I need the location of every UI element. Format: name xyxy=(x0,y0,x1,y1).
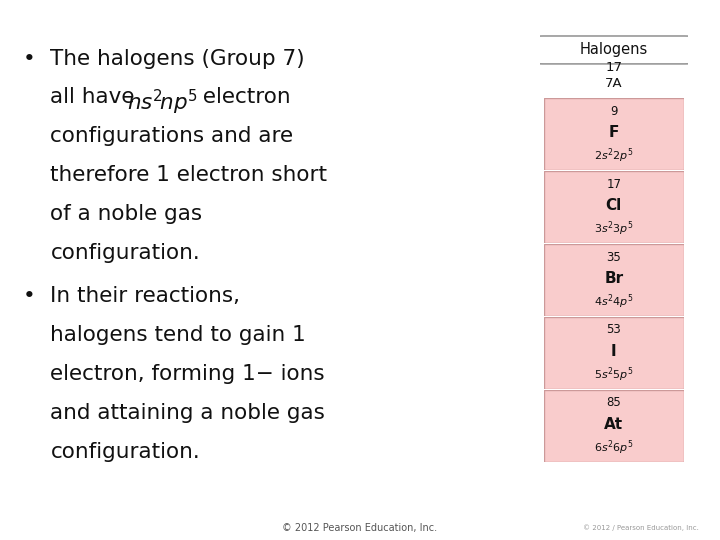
Text: configuration.: configuration. xyxy=(50,442,200,462)
Text: 9: 9 xyxy=(610,105,618,118)
Text: Br: Br xyxy=(604,271,624,286)
Text: and attaining a noble gas: and attaining a noble gas xyxy=(50,403,325,423)
Text: electron, forming 1− ions: electron, forming 1− ions xyxy=(50,364,325,384)
Text: halogens tend to gain 1: halogens tend to gain 1 xyxy=(50,325,306,345)
Text: 17: 17 xyxy=(606,178,621,191)
Text: F: F xyxy=(608,125,619,140)
Text: I: I xyxy=(611,344,616,359)
Text: configuration.: configuration. xyxy=(50,243,200,263)
FancyBboxPatch shape xyxy=(536,36,692,64)
Text: Halogens: Halogens xyxy=(580,43,648,57)
Text: 17: 17 xyxy=(606,61,622,74)
Text: © 2012 / Pearson Education, Inc.: © 2012 / Pearson Education, Inc. xyxy=(582,525,698,531)
Text: $4s^{2}4p^{5}$: $4s^{2}4p^{5}$ xyxy=(594,292,634,311)
Text: configurations and are: configurations and are xyxy=(50,126,294,146)
Text: $2s^{2}2p^{5}$: $2s^{2}2p^{5}$ xyxy=(594,146,634,165)
Text: 53: 53 xyxy=(606,323,621,336)
Text: electron: electron xyxy=(196,87,290,107)
Text: of a noble gas: of a noble gas xyxy=(50,204,202,224)
Text: $3s^{2}3p^{5}$: $3s^{2}3p^{5}$ xyxy=(594,219,634,238)
Text: therefore 1 electron short: therefore 1 electron short xyxy=(50,165,328,185)
Text: $6s^{2}6p^{5}$: $6s^{2}6p^{5}$ xyxy=(594,438,634,457)
Text: Cl: Cl xyxy=(606,198,622,213)
Text: At: At xyxy=(604,417,624,432)
Text: © 2012 Pearson Education, Inc.: © 2012 Pearson Education, Inc. xyxy=(282,523,438,533)
Text: $\mathit{ns}^2\!\mathit{np}^5$: $\mathit{ns}^2\!\mathit{np}^5$ xyxy=(127,87,198,117)
Text: 85: 85 xyxy=(606,396,621,409)
Text: $5s^{2}5p^{5}$: $5s^{2}5p^{5}$ xyxy=(594,365,634,384)
Text: 35: 35 xyxy=(606,251,621,264)
Text: •: • xyxy=(22,49,35,69)
Text: •: • xyxy=(22,286,35,306)
Text: The halogens (Group 7): The halogens (Group 7) xyxy=(50,49,305,69)
Text: all have: all have xyxy=(50,87,142,107)
Text: In their reactions,: In their reactions, xyxy=(50,286,240,306)
Text: 7A: 7A xyxy=(605,77,623,90)
